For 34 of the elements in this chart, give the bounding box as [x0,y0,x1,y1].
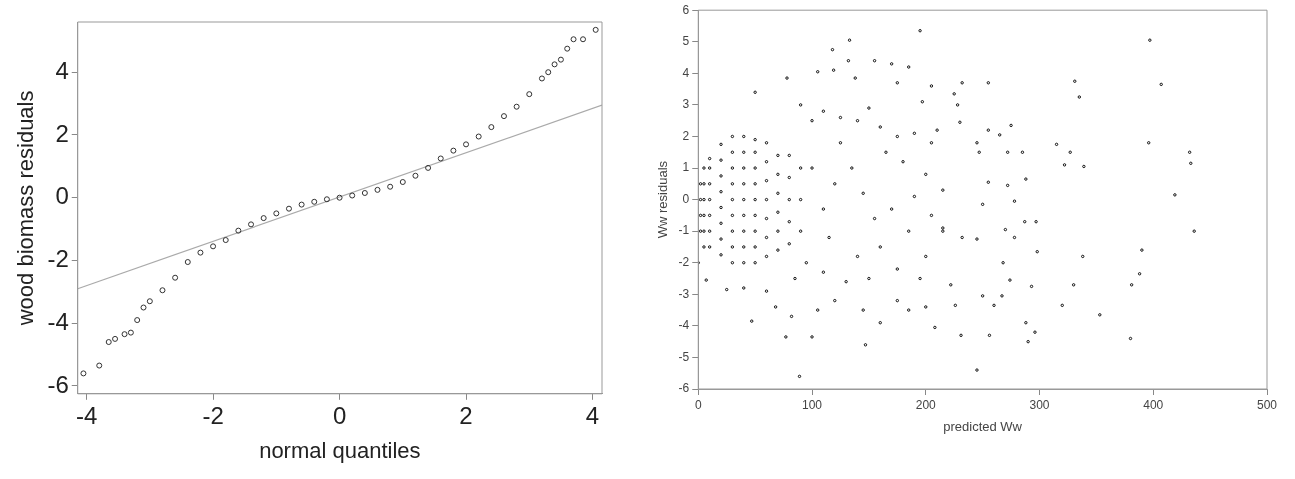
x-axis-title: normal quantiles [259,437,421,463]
x-tick-label: 0 [332,401,347,429]
y-tick-label: 2 [55,119,69,147]
y-tick-label: -4 [47,307,69,335]
y-tick-label: 0 [682,191,690,206]
x-tick-label: 0 [694,397,702,412]
y-tick-label: -6 [47,370,69,398]
y-axis-title: Ww residuals [655,160,671,239]
y-tick-label: -5 [678,349,690,364]
x-axis-title: predicted Ww [943,418,1023,434]
y-tick-label: 4 [55,56,69,84]
y-tick-label: -4 [678,318,690,333]
y-tick-label: 1 [682,160,690,175]
x-tick-label: 500 [1256,397,1278,412]
x-tick-label: 400 [1143,397,1164,412]
x-tick-label: 2 [459,401,473,429]
x-tick-label: -2 [202,401,224,429]
y-tick-label: -6 [678,381,690,396]
y-axis-title: wood biomass residuals [13,90,39,327]
x-tick-label: 200 [915,397,937,412]
x-tick-label: 100 [802,397,823,412]
y-tick-label: 0 [55,182,69,210]
y-tick-label: -3 [678,286,690,301]
y-tick-label: -2 [678,255,690,270]
y-tick-label: 2 [682,128,690,143]
y-tick-label: 4 [682,65,690,80]
x-tick-label: 300 [1029,397,1050,412]
y-tick-label: -1 [678,223,690,238]
y-tick-label: 6 [682,2,690,17]
y-tick-label: 3 [682,97,690,112]
x-tick-label: -4 [75,401,98,429]
y-tick-label: -2 [47,245,69,273]
y-tick-label: 5 [682,34,690,49]
x-tick-label: 4 [585,401,600,429]
